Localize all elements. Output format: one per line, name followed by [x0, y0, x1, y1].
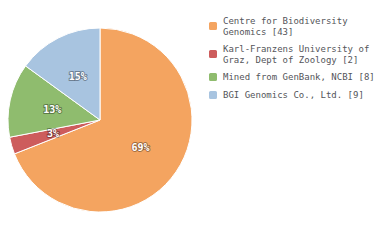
svg-text:69%: 69% [131, 142, 149, 153]
svg-text:BGI Genomics Co., Ltd. [9]: BGI Genomics Co., Ltd. [9] [223, 90, 364, 100]
svg-text:3%: 3% [47, 128, 59, 139]
svg-text:Mined from GenBank, NCBI [8]: Mined from GenBank, NCBI [8] [223, 72, 375, 82]
svg-text:Genomics [43]: Genomics [43] [223, 27, 293, 37]
svg-text:Centre for Biodiversity: Centre for Biodiversity [223, 16, 348, 26]
svg-text:Graz, Dept of Zoology [2]: Graz, Dept of Zoology [2] [223, 55, 358, 65]
svg-text:15%: 15% [69, 71, 87, 82]
svg-text:Karl-Franzens University of: Karl-Franzens University of [223, 44, 369, 54]
svg-text:13%: 13% [43, 104, 61, 115]
